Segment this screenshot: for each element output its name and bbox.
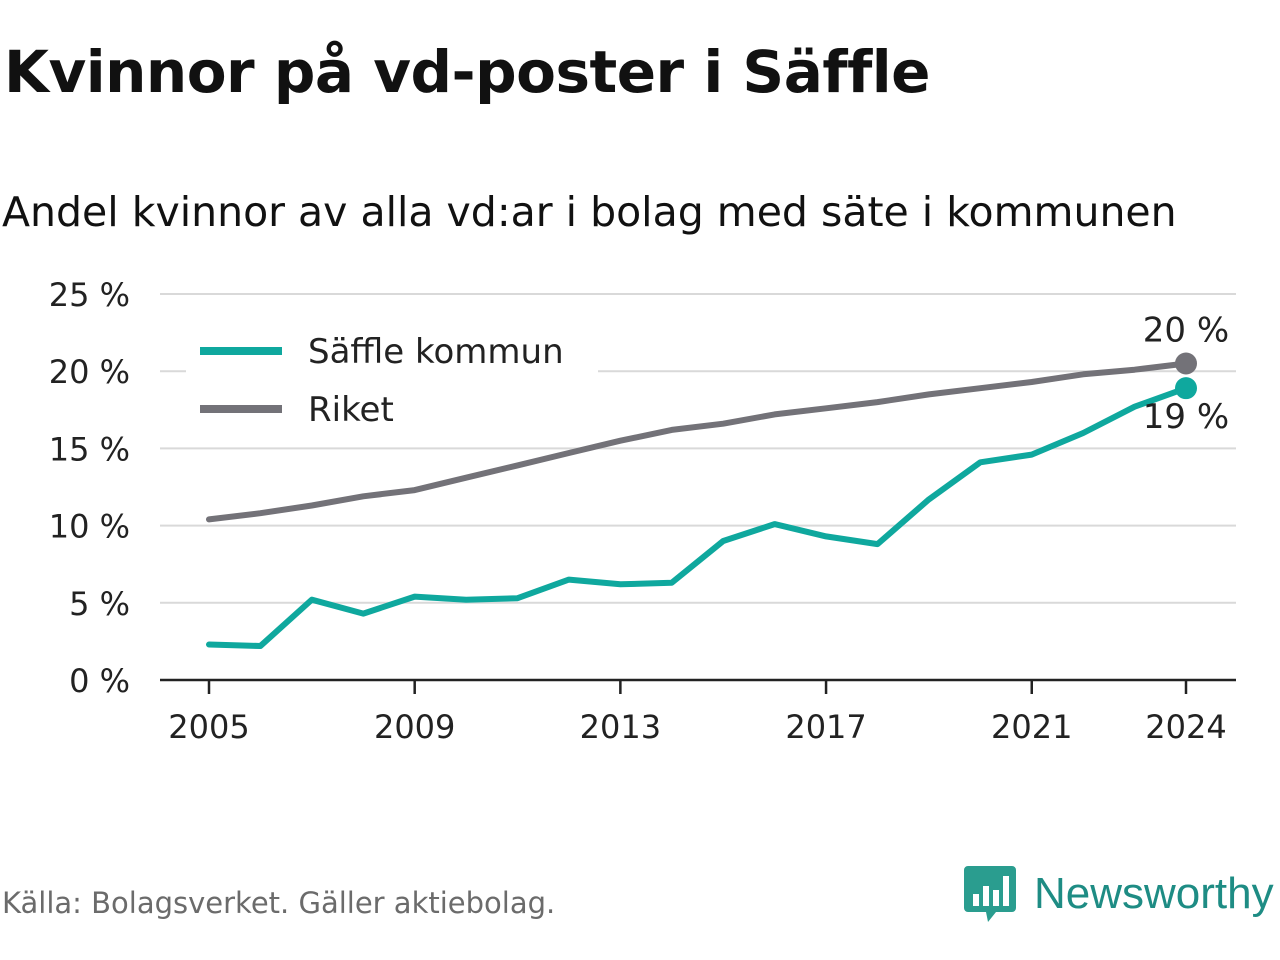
legend-label: Säffle kommun (308, 332, 564, 372)
x-tick-label: 2013 (580, 708, 661, 746)
x-tick-label: 2005 (168, 708, 249, 746)
newsworthy-logo-icon (964, 866, 1016, 922)
chart-subtitle: Andel kvinnor av alla vd:ar i bolag med … (2, 188, 1177, 236)
y-tick-label: 10 % (49, 508, 130, 546)
x-tick-label: 2017 (785, 708, 866, 746)
series-end-label: 19 % (1143, 397, 1229, 437)
x-axis-ticks: 2005 2009 2013 2017 2021 2024 (168, 680, 1227, 746)
series-endpoints: 19 % 20 % (1143, 310, 1229, 437)
series-line-saffle (206, 385, 1189, 649)
x-tick-label: 2021 (991, 708, 1072, 746)
x-tick-label: 2009 (374, 708, 455, 746)
y-tick-label: 0 % (69, 662, 130, 700)
x-tick-label: 2024 (1145, 708, 1226, 746)
chart-title: Kvinnor på vd-poster i Säffle (4, 38, 931, 106)
y-tick-label: 5 % (69, 585, 130, 623)
series-line-riket (206, 360, 1189, 523)
brand: Newsworthy (964, 864, 1274, 924)
series-end-label: 20 % (1143, 310, 1229, 350)
legend: Säffle kommun Riket (186, 322, 598, 444)
source-note: Källa: Bolagsverket. Gäller aktiebolag. (2, 886, 556, 920)
series-lines (206, 360, 1189, 649)
brand-name: Newsworthy (1034, 869, 1274, 918)
y-axis-ticks: 0 % 5 % 10 % 15 % 20 % 25 % (49, 276, 130, 700)
legend-label: Riket (308, 390, 394, 430)
y-tick-label: 15 % (49, 430, 130, 468)
y-tick-label: 20 % (49, 353, 130, 391)
y-tick-label: 25 % (49, 276, 130, 314)
series-end-point (1175, 352, 1197, 375)
series-end-point (1175, 377, 1197, 400)
legend-background (186, 322, 598, 444)
